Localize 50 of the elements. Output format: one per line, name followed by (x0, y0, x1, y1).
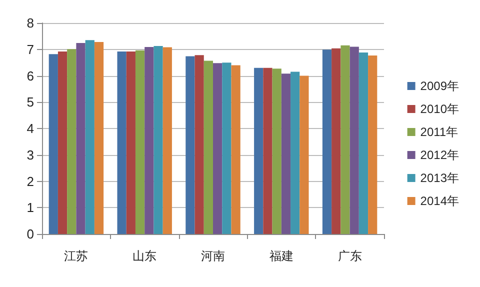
bar (186, 56, 195, 234)
bar (222, 62, 232, 234)
x-tick-label: 福建 (269, 249, 294, 263)
legend-label: 2014年 (420, 194, 460, 208)
y-tick-label: 2 (26, 174, 34, 189)
bar (350, 46, 359, 234)
bar (272, 68, 282, 234)
y-tick-label: 6 (26, 68, 34, 84)
bar (154, 46, 163, 234)
legend-label: 2013年 (420, 171, 460, 185)
bar (76, 43, 86, 234)
bar (322, 50, 332, 234)
bar (300, 76, 309, 234)
y-tick-label: 1 (26, 200, 34, 216)
bar (144, 47, 154, 234)
x-tick-label: 江苏 (64, 249, 88, 263)
y-tick-label: 8 (26, 16, 34, 30)
bar (48, 54, 58, 234)
y-tick-label: 3 (26, 147, 34, 162)
bar (231, 65, 240, 234)
legend-label: 2010年 (420, 102, 460, 116)
bar (194, 55, 204, 234)
y-tick-label: 5 (26, 94, 34, 110)
bar (67, 49, 76, 234)
bar (204, 60, 213, 234)
x-tick-label: 山东 (132, 249, 157, 263)
legend-label: 2012年 (420, 148, 460, 162)
x-tick-label: 广东 (338, 249, 362, 263)
bar (368, 55, 378, 234)
bar (340, 45, 350, 234)
y-tick-label: 7 (26, 42, 34, 57)
bar (58, 51, 68, 234)
bar (94, 42, 104, 234)
bar (358, 52, 368, 234)
bar (85, 40, 94, 234)
bar (281, 74, 291, 234)
bar (126, 51, 136, 234)
bar (117, 51, 126, 234)
bar (213, 63, 222, 234)
legend-label: 2009年 (420, 79, 460, 93)
x-tick-label: 河南 (201, 249, 225, 263)
y-tick-label: 4 (26, 121, 34, 136)
y-tick-label: 0 (26, 226, 34, 242)
legend-label: 2011年 (420, 125, 458, 139)
bar (135, 50, 145, 234)
bar (162, 47, 172, 234)
bar (254, 68, 264, 234)
bar (332, 48, 341, 234)
bar (263, 68, 272, 234)
bar (290, 72, 300, 234)
